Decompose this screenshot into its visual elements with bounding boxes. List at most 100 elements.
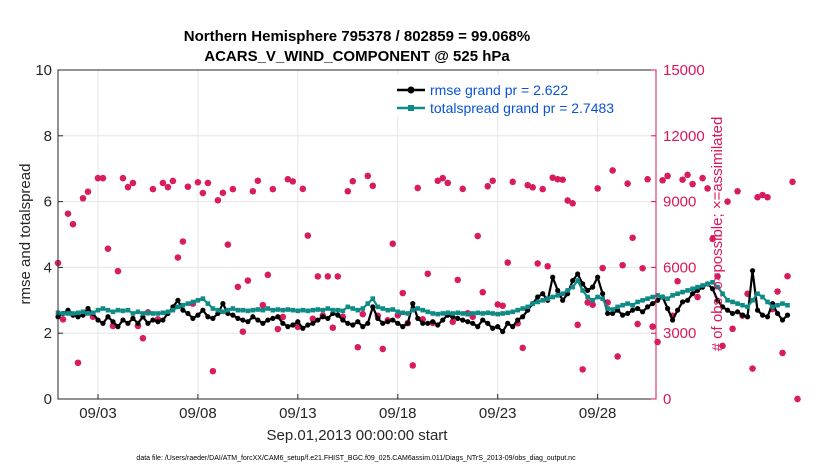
totalspread-point bbox=[260, 307, 266, 313]
obs-assimilated-marker bbox=[364, 172, 371, 180]
obs-assimilated-marker bbox=[124, 183, 132, 191]
totalspread-point bbox=[295, 308, 301, 314]
obs-assimilated-marker bbox=[249, 188, 257, 195]
obs-assimilated-marker bbox=[209, 367, 217, 375]
obs-assimilated-marker bbox=[554, 176, 561, 183]
rmse-point bbox=[255, 317, 261, 323]
totalspread-point bbox=[85, 311, 91, 316]
x-tick-label: 09/23 bbox=[479, 405, 517, 422]
rmse-point bbox=[595, 274, 601, 280]
totalspread-point bbox=[375, 304, 381, 310]
totalspread-point bbox=[235, 307, 241, 313]
obs-assimilated-marker bbox=[764, 194, 771, 201]
rmse-point bbox=[420, 320, 426, 326]
rmse-point bbox=[160, 317, 166, 323]
obs-assimilated-marker bbox=[164, 183, 172, 191]
obs-assimilated-marker bbox=[759, 191, 766, 199]
totalspread-point bbox=[455, 310, 461, 316]
totalspread-point bbox=[500, 311, 506, 316]
rmse-point bbox=[155, 319, 161, 325]
obs-assimilated-marker bbox=[229, 185, 237, 193]
obs-assimilated-marker bbox=[64, 210, 72, 217]
totalspread-point bbox=[300, 307, 306, 313]
rmse-point bbox=[784, 312, 791, 318]
totalspread-point bbox=[760, 294, 765, 300]
rmse-point bbox=[684, 297, 691, 303]
totalspread-point bbox=[530, 301, 535, 306]
totalspread-point bbox=[275, 307, 281, 312]
totalspread-point bbox=[605, 306, 610, 311]
obs-assimilated-marker bbox=[724, 198, 731, 205]
totalspread-point bbox=[785, 302, 790, 308]
totalspread-point bbox=[745, 304, 750, 310]
rmse-point bbox=[415, 315, 421, 321]
obs-assimilated-marker bbox=[494, 301, 501, 308]
rmse-point bbox=[110, 319, 116, 325]
obs-assimilated-marker bbox=[794, 395, 801, 403]
rmse-point bbox=[95, 317, 101, 323]
rmse-point bbox=[370, 304, 376, 310]
obs-assimilated-marker bbox=[434, 177, 441, 184]
rmse-point bbox=[315, 317, 321, 323]
obs-assimilated-marker bbox=[179, 238, 187, 245]
rmse-point bbox=[345, 320, 351, 326]
rmse-point bbox=[150, 317, 156, 323]
obs-assimilated-marker bbox=[749, 365, 756, 372]
totalspread-point bbox=[130, 311, 136, 316]
totalspread-point bbox=[105, 307, 111, 313]
obs-assimilated-marker bbox=[699, 174, 706, 182]
totalspread-point bbox=[150, 311, 156, 316]
totalspread-point bbox=[115, 307, 121, 313]
rmse-point bbox=[674, 307, 681, 313]
obs-assimilated-marker bbox=[684, 171, 691, 179]
totalspread-point bbox=[640, 298, 645, 303]
obs-assimilated-marker bbox=[784, 272, 791, 280]
rmse-point bbox=[385, 319, 391, 325]
rmse-point bbox=[500, 328, 506, 335]
obs-assimilated-marker bbox=[689, 180, 696, 188]
totalspread-point bbox=[735, 301, 740, 306]
obs-assimilated-marker bbox=[324, 273, 332, 280]
obs-assimilated-marker bbox=[389, 240, 396, 247]
obs-assimilated-marker bbox=[594, 185, 601, 192]
obs-assimilated-marker bbox=[219, 189, 227, 197]
rmse-point bbox=[260, 320, 266, 326]
rmse-point bbox=[560, 297, 566, 303]
obs-assimilated-marker bbox=[524, 181, 531, 189]
totalspread-point bbox=[80, 309, 86, 315]
rmse-point bbox=[470, 320, 476, 326]
totalspread-point bbox=[280, 307, 286, 313]
totalspread-point bbox=[655, 293, 660, 298]
chart-subtitle: ACARS_V_WIND_COMPONENT @ 525 hPa bbox=[204, 48, 510, 65]
totalspread-point bbox=[695, 284, 700, 290]
obs-assimilated-marker bbox=[254, 177, 262, 184]
rmse-point bbox=[585, 287, 591, 294]
totalspread-point bbox=[415, 306, 421, 311]
obs-assimilated-marker bbox=[369, 182, 376, 190]
obs-assimilated-marker bbox=[104, 245, 112, 252]
totalspread-point bbox=[205, 301, 211, 306]
totalspread-point bbox=[750, 298, 755, 303]
totalspread-point bbox=[730, 299, 735, 305]
rmse-point bbox=[580, 281, 586, 287]
totalspread-point bbox=[670, 293, 675, 298]
rmse-point bbox=[305, 322, 311, 328]
totalspread-point bbox=[720, 291, 725, 297]
totalspread-point bbox=[635, 299, 640, 305]
obs-assimilated-marker bbox=[334, 273, 342, 280]
totalspread-point bbox=[330, 307, 336, 313]
totalspread-point bbox=[120, 308, 126, 314]
totalspread-point bbox=[505, 310, 510, 316]
obs-assimilated-marker bbox=[489, 177, 496, 184]
rmse-point bbox=[620, 312, 626, 318]
rmse-point bbox=[190, 315, 196, 321]
obs-assimilated-marker bbox=[139, 335, 147, 342]
rmse-point bbox=[635, 305, 641, 312]
totalspread-point bbox=[195, 298, 201, 303]
obs-assimilated-marker bbox=[659, 177, 666, 184]
totalspread-point bbox=[135, 309, 141, 315]
rmse-point bbox=[779, 317, 786, 323]
rmse-point bbox=[125, 320, 131, 326]
obs-assimilated-marker bbox=[539, 185, 546, 193]
